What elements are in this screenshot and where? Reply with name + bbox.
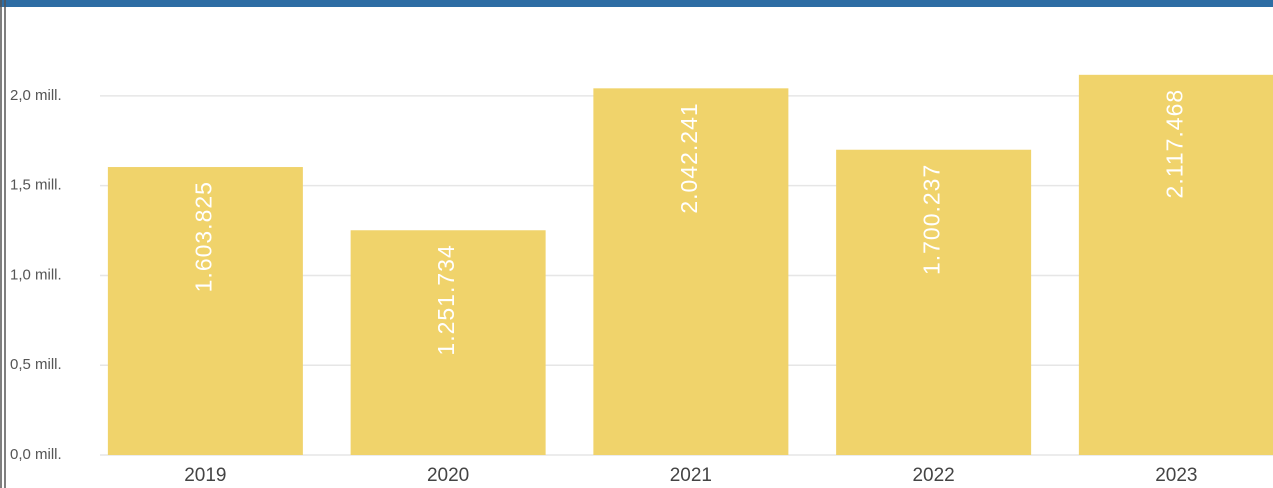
- x-tick-label: 2022: [912, 465, 954, 486]
- y-tick-label: 0,0 mill.: [10, 446, 62, 463]
- y-tick-label: 0,5 mill.: [10, 356, 62, 373]
- header-bar: [0, 0, 1273, 7]
- x-tick-label: 2023: [1155, 465, 1197, 486]
- y-tick-label: 2,0 mill.: [10, 87, 62, 104]
- x-tick-label: 2019: [184, 465, 226, 486]
- value-label: 2.117.468: [1161, 89, 1187, 199]
- y-tick-label: 1,5 mill.: [10, 177, 62, 194]
- value-label: 1.603.825: [190, 181, 216, 292]
- bar: [836, 149, 1032, 456]
- value-label: 1.700.237: [919, 164, 945, 275]
- y-tick-label: 1,0 mill.: [10, 266, 62, 283]
- value-label: 2.042.241: [676, 102, 702, 213]
- x-tick-label: 2021: [670, 465, 712, 486]
- bar: [1078, 74, 1273, 456]
- bar: [350, 230, 546, 455]
- bar: [107, 167, 303, 455]
- bar: [593, 88, 789, 455]
- x-tick-label: 2020: [427, 465, 469, 486]
- value-label: 1.251.734: [433, 244, 459, 355]
